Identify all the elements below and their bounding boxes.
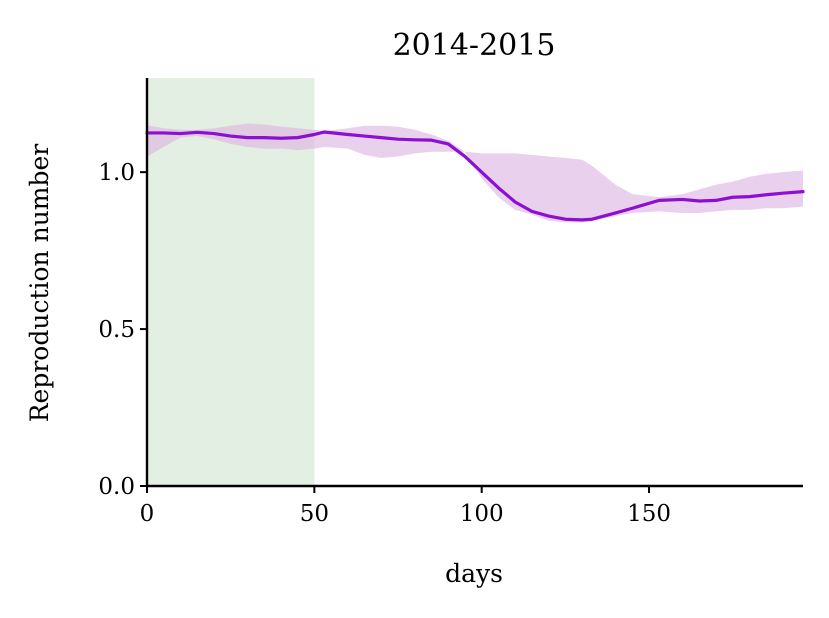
x-axis-label: days: [445, 559, 503, 588]
x-tick-label-50: 50: [300, 501, 329, 527]
x-tick-label-100: 100: [460, 501, 504, 527]
y-tick-label-0: 0.0: [98, 474, 135, 500]
series-0-interval-band: [147, 123, 803, 223]
y-axis-ticks: 0.0 0.5 1.0: [98, 160, 147, 500]
y-tick-label-0.5: 0.5: [98, 317, 135, 343]
y-axis-label: Reproduction number: [25, 144, 54, 423]
plot-area: [145, 78, 805, 486]
chart-title: 2014-2015: [393, 28, 556, 63]
x-axis-ticks: 0 50 100 150: [140, 486, 671, 527]
x-tick-label-150: 150: [627, 501, 671, 527]
x-tick-label-0: 0: [140, 501, 155, 527]
y-tick-label-1: 1.0: [98, 160, 135, 186]
